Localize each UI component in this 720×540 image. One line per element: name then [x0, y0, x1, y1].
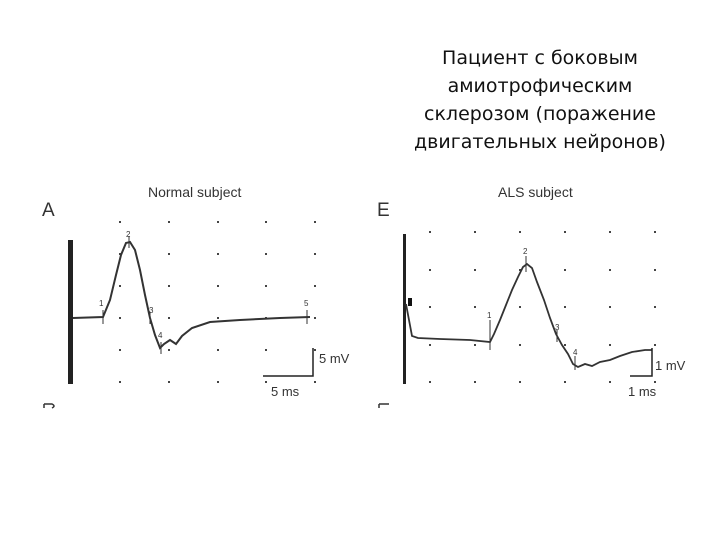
panel-e-title: ALS subject: [498, 184, 573, 200]
panel-a-grid-dot: [265, 253, 267, 255]
panel-e-point-label-2: 2: [523, 247, 528, 256]
panel-e-stimulus-marker: [408, 298, 412, 306]
panel-a-grid-dot: [217, 349, 219, 351]
panel-a-grid-dot: [314, 253, 316, 255]
panel-e-grid-dot: [429, 269, 431, 271]
panel-e-time-scale: 1 ms: [628, 384, 657, 399]
panel-a-grid-dot: [265, 349, 267, 351]
panel-a-grid-dot: [217, 221, 219, 223]
panel-e-point-label-1: 1: [487, 311, 492, 320]
slide-caption: Пациент с боковым амиотрофическим склеро…: [405, 44, 675, 156]
panel-a-grid-dot: [314, 381, 316, 383]
panel-e: E ALS subject 1 2 3 4 1 mV 1 ms: [377, 184, 686, 399]
panel-e-grid-dot: [654, 231, 656, 233]
panel-e-grid-dot: [609, 344, 611, 346]
panel-a-point-label-3: 3: [149, 306, 154, 315]
panel-e-grid-dot: [474, 306, 476, 308]
panel-e-grid-dot: [654, 381, 656, 383]
caption-line-3: склерозом (поражение: [424, 103, 656, 125]
panel-a-grid: [119, 221, 316, 383]
panel-e-grid-dot: [609, 231, 611, 233]
panel-a-grid-dot: [265, 285, 267, 287]
panel-e-grid-dot: [564, 306, 566, 308]
panel-a-point-markers: [102, 236, 308, 354]
panel-e-grid-dot: [519, 306, 521, 308]
panel-e-grid-dot: [609, 306, 611, 308]
panel-e-grid-dot: [474, 231, 476, 233]
panel-e-letter: E: [377, 200, 390, 221]
panel-e-scale-bar: [630, 348, 653, 377]
panel-a-grid-dot: [168, 349, 170, 351]
panel-e-grid-dot: [564, 269, 566, 271]
panel-e-grid-dot: [519, 381, 521, 383]
panel-a-grid-dot: [168, 285, 170, 287]
panel-a-point-label-5: 5: [304, 299, 309, 308]
panel-a-grid-dot: [265, 221, 267, 223]
panel-a-time-scale: 5 ms: [271, 384, 300, 399]
panel-a-scale-bar: [263, 348, 314, 377]
panel-e-trace: [405, 262, 652, 369]
panel-a-grid-dot: [217, 285, 219, 287]
panel-a: A Normal subject 1 2 3 4 5 5 mV 5 ms: [42, 184, 350, 399]
panel-a-point-label-2: 2: [126, 230, 131, 239]
panel-a-letter: A: [42, 200, 55, 221]
panel-e-grid-dot: [564, 344, 566, 346]
panel-a-grid-dot: [168, 317, 170, 319]
panel-a-grid-dot: [265, 381, 267, 383]
panel-e-grid-dot: [564, 231, 566, 233]
panel-e-grid-dot: [519, 269, 521, 271]
panel-a-grid-dot: [314, 285, 316, 287]
panel-a-grid-dot: [168, 221, 170, 223]
panel-e-grid-dot: [429, 306, 431, 308]
panel-e-grid-dot: [609, 269, 611, 271]
panel-e-grid-dot: [519, 231, 521, 233]
panel-e-grid-dot: [654, 344, 656, 346]
panel-e-point-markers: [489, 256, 576, 370]
panel-e-grid-dot: [564, 381, 566, 383]
panel-a-grid-dot: [168, 253, 170, 255]
panel-e-grid-dot: [429, 381, 431, 383]
caption-line-4: двигательных нейронов): [414, 131, 666, 153]
cropped-figure-edge: [43, 403, 389, 409]
panel-e-point-label-3: 3: [555, 323, 560, 332]
panel-a-trace: [72, 240, 311, 350]
panel-a-title: Normal subject: [148, 184, 241, 200]
panel-a-stimulus-artifact: [68, 240, 73, 384]
panel-a-grid-dot: [314, 349, 316, 351]
panel-e-grid-dot: [519, 344, 521, 346]
panel-e-grid-dot: [474, 381, 476, 383]
panel-a-grid-dot: [119, 349, 121, 351]
panel-e-grid-dot: [429, 344, 431, 346]
panel-a-grid-dot: [314, 221, 316, 223]
panel-e-grid-dot: [474, 344, 476, 346]
panel-a-grid-dot: [119, 221, 121, 223]
panel-a-grid-dot: [119, 317, 121, 319]
caption-line-1: Пациент с боковым: [442, 47, 638, 69]
panel-e-grid-dot: [429, 231, 431, 233]
panel-a-voltage-scale: 5 mV: [319, 351, 350, 366]
panel-a-grid-dot: [119, 285, 121, 287]
caption-line-2: амиотрофическим: [447, 75, 633, 97]
panel-e-grid-dot: [654, 306, 656, 308]
panel-e-grid-dot: [474, 269, 476, 271]
panel-e-grid: [429, 231, 656, 383]
panel-a-point-label-4: 4: [158, 331, 163, 340]
panel-a-point-label-1: 1: [99, 299, 104, 308]
panel-e-point-label-4: 4: [573, 348, 578, 357]
panel-e-grid-dot: [654, 269, 656, 271]
panel-a-grid-dot: [119, 381, 121, 383]
panel-a-grid-dot: [217, 317, 219, 319]
panel-a-grid-dot: [119, 253, 121, 255]
panel-a-grid-dot: [314, 317, 316, 319]
panel-e-stimulus-artifact: [403, 234, 406, 384]
panel-e-grid-dot: [609, 381, 611, 383]
panel-a-grid-dot: [217, 253, 219, 255]
panel-a-grid-dot: [168, 381, 170, 383]
panel-a-grid-dot: [217, 381, 219, 383]
panel-e-voltage-scale: 1 mV: [655, 358, 686, 373]
